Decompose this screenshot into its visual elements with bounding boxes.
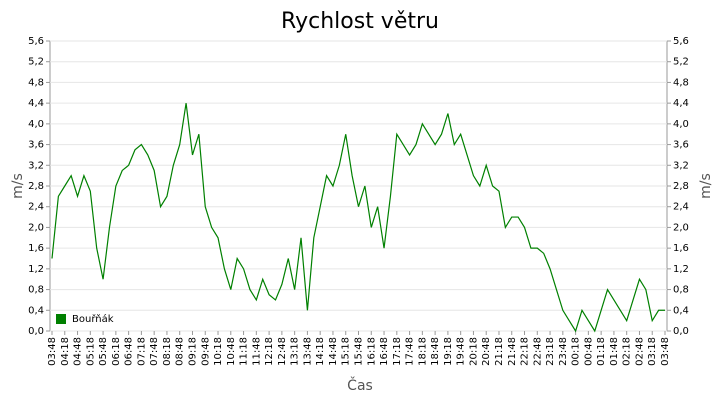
x-tick-label: 18:18 xyxy=(417,337,428,366)
y2-tick-label: 0,4 xyxy=(673,305,689,316)
x-tick-label: 22:48 xyxy=(532,337,543,366)
x-tick-label: 21:18 xyxy=(494,337,505,366)
y2-tick-label: 4,4 xyxy=(673,98,689,109)
x-tick-label: 20:18 xyxy=(468,337,479,366)
y2-tick-label: 0,0 xyxy=(673,326,689,337)
y-tick-label: 2,8 xyxy=(28,181,44,192)
x-tick-label: 12:18 xyxy=(264,337,275,366)
y-tick-label: 1,2 xyxy=(28,264,44,275)
x-tick-label: 16:48 xyxy=(379,337,390,366)
y2-tick-label: 4,8 xyxy=(673,77,689,88)
y-axis-label: m/s xyxy=(10,173,26,199)
x-tick-label: 04:18 xyxy=(60,337,71,366)
x-axis-label: Čas xyxy=(347,376,373,394)
y2-tick-label: 0,8 xyxy=(673,285,689,296)
x-tick-label: 04:48 xyxy=(73,337,84,366)
x-tick-label: 17:48 xyxy=(405,337,416,366)
x-tick-label: 00:48 xyxy=(583,337,594,366)
y2-tick-label: 4,0 xyxy=(673,119,689,130)
x-tick-label: 19:18 xyxy=(443,337,454,366)
x-tick-label: 18:48 xyxy=(430,337,441,366)
x-tick-label: 23:18 xyxy=(545,337,556,366)
x-tick-label: 03:48 xyxy=(660,337,671,366)
x-tick-label: 14:48 xyxy=(328,337,339,366)
x-tick-label: 02:48 xyxy=(634,337,645,366)
y2-tick-label: 5,6 xyxy=(673,36,689,47)
x-tick-label: 10:18 xyxy=(213,337,224,366)
x-tick-label: 16:18 xyxy=(366,337,377,366)
x-tick-label: 05:48 xyxy=(98,337,109,366)
x-tick-label: 23:48 xyxy=(558,337,569,366)
x-tick-label: 01:48 xyxy=(609,337,620,366)
x-tick-label: 13:18 xyxy=(290,337,301,366)
x-tick-label: 14:18 xyxy=(315,337,326,366)
y-tick-label: 5,6 xyxy=(28,36,44,47)
x-tick-label: 02:18 xyxy=(622,337,633,366)
y2-tick-label: 2,8 xyxy=(673,181,689,192)
y-tick-label: 0,0 xyxy=(28,326,44,337)
legend-label: Bouřňák xyxy=(72,313,114,325)
x-tick-label: 06:48 xyxy=(124,337,135,366)
x-tick-label: 03:18 xyxy=(647,337,658,366)
y2-tick-label: 1,2 xyxy=(673,264,689,275)
y-tick-label: 4,4 xyxy=(28,98,44,109)
x-tick-label: 21:48 xyxy=(507,337,518,366)
x-tick-label: 11:48 xyxy=(251,337,262,366)
x-tick-label: 00:18 xyxy=(571,337,582,366)
y-tick-label: 2,0 xyxy=(28,222,44,233)
y2-tick-label: 5,2 xyxy=(673,57,689,68)
x-tick-label: 22:18 xyxy=(520,337,531,366)
y-tick-label: 3,2 xyxy=(28,160,44,171)
y2-tick-label: 2,4 xyxy=(673,202,689,213)
x-tick-label: 13:48 xyxy=(302,337,313,366)
x-tick-label: 09:18 xyxy=(187,337,198,366)
y-tick-label: 5,2 xyxy=(28,57,44,68)
x-tick-label: 07:18 xyxy=(136,337,147,366)
y2-axis-label: m/s xyxy=(698,173,714,199)
x-tick-label: 05:18 xyxy=(85,337,96,366)
x-tick-label: 17:18 xyxy=(392,337,403,366)
x-tick-label: 10:48 xyxy=(226,337,237,366)
x-tick-label: 12:48 xyxy=(277,337,288,366)
y-tick-label: 0,4 xyxy=(28,305,44,316)
x-tick-label: 11:18 xyxy=(239,337,250,366)
x-tick-label: 08:48 xyxy=(175,337,186,366)
x-tick-label: 07:48 xyxy=(149,337,160,366)
chart-title: Rychlost větru xyxy=(281,9,439,34)
y2-tick-label: 2,0 xyxy=(673,222,689,233)
x-tick-label: 20:48 xyxy=(481,337,492,366)
x-tick-label: 09:48 xyxy=(200,337,211,366)
y2-tick-label: 3,2 xyxy=(673,160,689,171)
y-tick-label: 3,6 xyxy=(28,140,44,151)
y-tick-label: 2,4 xyxy=(28,202,44,213)
x-tick-label: 03:48 xyxy=(47,337,58,366)
x-tick-label: 19:48 xyxy=(456,337,467,366)
x-tick-label: 08:18 xyxy=(162,337,173,366)
x-tick-label: 15:48 xyxy=(354,337,365,366)
x-tick-label: 01:18 xyxy=(596,337,607,366)
y-tick-label: 1,6 xyxy=(28,243,44,254)
y-tick-label: 4,8 xyxy=(28,77,44,88)
legend-swatch xyxy=(56,314,66,324)
x-tick-label: 06:18 xyxy=(111,337,122,366)
y-tick-label: 0,8 xyxy=(28,285,44,296)
y2-tick-label: 3,6 xyxy=(673,140,689,151)
x-tick-label: 15:18 xyxy=(341,337,352,366)
y2-tick-label: 1,6 xyxy=(673,243,689,254)
y-tick-label: 4,0 xyxy=(28,119,44,130)
data-line xyxy=(51,103,665,333)
